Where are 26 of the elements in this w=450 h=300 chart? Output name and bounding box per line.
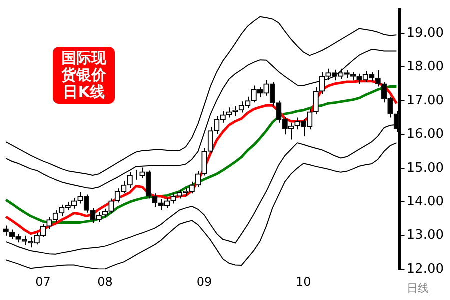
y-tick-label: 15.00: [406, 160, 444, 176]
text: 日线: [407, 281, 429, 296]
text: 国际现货银价日K线: [60, 49, 108, 101]
y-tick-label: 14.00: [406, 194, 444, 210]
x-tick-label: 09: [196, 274, 212, 289]
candlestick: [307, 108, 313, 130]
candlestick: [140, 167, 146, 179]
candlestick: [319, 72, 326, 95]
candlestick: [313, 86, 319, 115]
y-tick-label: 17.00: [406, 93, 444, 108]
candlestick: [226, 107, 232, 118]
y-tick-label: 12.00: [406, 262, 444, 277]
candlestick: [251, 85, 257, 104]
candlestick: [22, 235, 28, 246]
candlestick: [46, 216, 52, 230]
y-tick-label: 18.00: [406, 60, 444, 75]
candlestick: [338, 68, 344, 80]
x-tick-label: 10: [296, 274, 312, 289]
candlestick: [208, 126, 214, 154]
y-tick-label: 16.00: [406, 127, 444, 142]
candlestick: [264, 79, 270, 96]
candlestick: [326, 68, 332, 80]
x-tick-label: 07: [36, 274, 51, 289]
y-tick-label: 13.00: [406, 228, 444, 244]
y-tick-label: 19.00: [406, 26, 444, 41]
x-tick-label: 08: [98, 274, 113, 289]
